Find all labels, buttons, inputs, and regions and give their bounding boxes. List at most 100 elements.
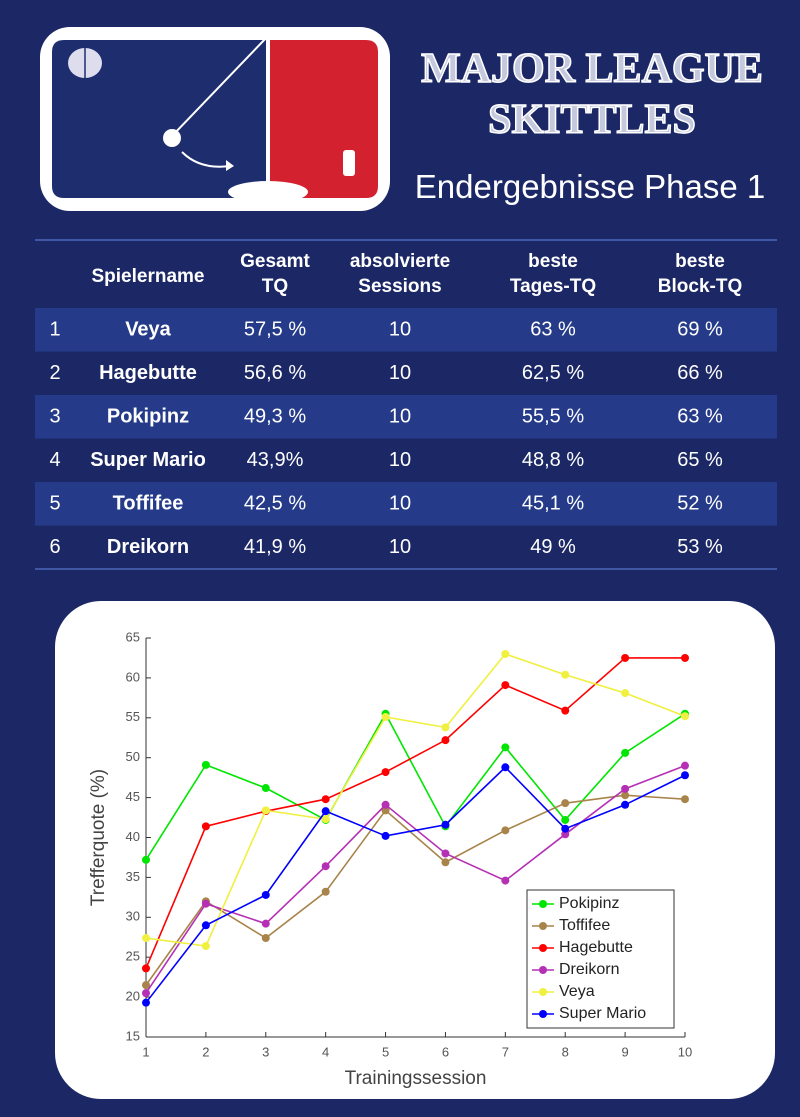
data-point [201,822,210,831]
data-point [441,820,450,829]
data-point [381,800,390,809]
table-cell: 66 % [677,362,723,384]
column-header: beste [528,251,578,272]
y-tick-label: 50 [126,749,140,764]
legend-box [526,889,675,1029]
data-point [501,681,510,690]
data-point [201,942,210,951]
legend-label: Pokipinz [559,895,619,912]
series-line [145,794,686,986]
table-cell: 45,1 % [522,492,584,514]
legend-marker [539,900,547,908]
legend-marker [539,944,547,952]
x-tick-label: 8 [562,1044,569,1059]
data-point [441,736,450,745]
data-point [501,763,510,772]
x-tick-label: 2 [202,1044,209,1059]
player-name: Toffifee [113,492,184,514]
y-tick-label: 45 [126,789,140,804]
table-cell: 62,5 % [522,362,584,384]
y-tick-label: 65 [126,629,140,644]
data-point [441,858,450,867]
data-point [142,998,150,1007]
table-cell: 49 % [530,536,576,558]
table-cell: 10 [389,362,411,384]
table-cell: 4 [49,449,60,471]
table-cell: 1 [49,318,60,340]
table-cell: 53 % [677,536,723,558]
data-point [621,800,630,809]
data-point [621,689,630,698]
player-name: Veya [125,318,171,340]
data-point [681,653,689,662]
data-point [142,981,150,990]
y-axis-label: Trefferquote (%) [88,769,109,906]
data-point [501,826,510,835]
legend-label: Dreikorn [559,961,619,978]
data-point [201,760,210,769]
data-point [201,921,210,930]
table-cell: 55,5 % [522,405,584,427]
table-cell: 48,8 % [522,449,584,471]
series-line [145,764,686,994]
table-cell: 43,9% [247,449,304,471]
table-cell: 41,9 % [244,536,306,558]
legend-marker [539,966,547,974]
data-point [441,723,450,732]
data-point [621,784,630,793]
x-tick-label: 7 [502,1044,509,1059]
y-tick-label: 15 [126,1028,140,1043]
data-point [381,831,390,840]
legend-label: Super Mario [559,1005,646,1022]
y-tick-label: 25 [126,949,140,964]
y-tick-label: 30 [126,909,140,924]
y-tick-label: 55 [126,709,140,724]
data-point [621,791,630,800]
player-name: Dreikorn [107,536,189,558]
data-point [321,795,330,804]
row-band [35,395,777,439]
data-point [381,713,390,722]
series-line [145,712,686,861]
y-tick-label: 40 [126,829,140,844]
column-header: absolvierte [350,251,450,272]
column-header: Block-TQ [658,276,742,297]
data-point [681,795,689,804]
y-tick-label: 35 [126,869,140,884]
table-cell: 57,5 % [244,318,306,340]
data-point [441,849,450,858]
table: Spielername Gesamt TQ absolvierte Sessions be… [35,239,777,570]
column-header: Sessions [358,276,441,297]
series-line [145,766,686,1004]
x-tick-label: 6 [442,1044,449,1059]
player-name: Hagebutte [99,362,197,384]
table-cell: 10 [389,405,411,427]
table-cell: 10 [389,536,411,558]
table-cell: 63 % [677,405,723,427]
data-point [561,670,570,679]
data-point [501,743,510,752]
legend-label: Hagebutte [559,939,633,956]
table-cell: 49,3 % [244,405,306,427]
column-header: Spielername [92,266,205,287]
table-cell: 6 [49,536,60,558]
data-point [621,748,630,757]
data-point [321,815,330,824]
table-cell: 65 % [677,449,723,471]
series-line [145,653,686,947]
data-point [321,807,330,816]
table-cell: 10 [389,449,411,471]
legend-marker [539,1010,547,1018]
x-tick-label: 9 [621,1044,628,1059]
table-cell: 5 [49,492,60,514]
table-cell: 63 % [530,318,576,340]
table-cell: 56,6 % [244,362,306,384]
column-header: Gesamt [240,251,310,272]
x-tick-label: 1 [142,1044,149,1059]
x-tick-label: 5 [382,1044,389,1059]
data-point [681,712,689,721]
x-axis-label: Trainingssession [345,1068,487,1089]
data-point [381,806,390,815]
logo [40,27,390,211]
